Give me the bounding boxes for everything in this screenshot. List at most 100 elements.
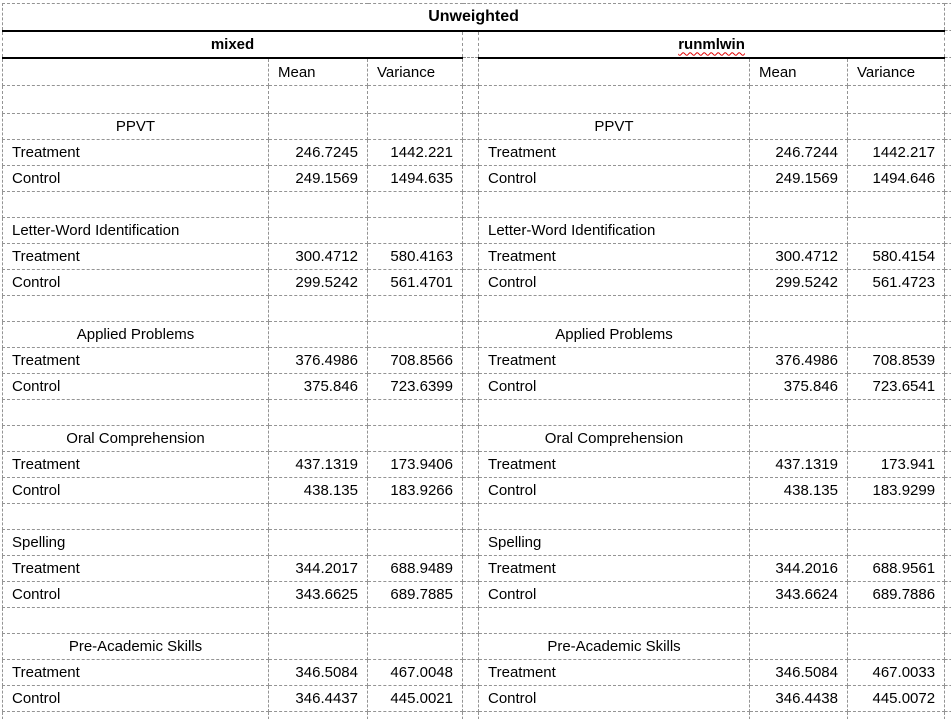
blank-cell[interactable] xyxy=(268,85,368,114)
row-label-cell[interactable]: Treatment xyxy=(2,555,269,582)
group-label-cell[interactable]: PPVT xyxy=(478,113,750,140)
blank-cell[interactable] xyxy=(749,607,848,634)
blank-cell[interactable] xyxy=(268,321,368,348)
mean-cell[interactable]: 346.4438 xyxy=(749,685,848,712)
blank-cell[interactable] xyxy=(478,85,750,114)
row-label-cell[interactable]: Treatment xyxy=(478,451,750,478)
row-label-cell[interactable]: Treatment xyxy=(478,347,750,374)
blank-cell[interactable] xyxy=(2,191,269,218)
blank-cell[interactable] xyxy=(846,633,946,660)
mean-cell[interactable]: 437.1319 xyxy=(749,451,848,478)
blank-cell[interactable] xyxy=(367,191,463,218)
variance-cell[interactable]: 183.9266 xyxy=(367,477,463,504)
row-label-cell[interactable]: Treatment xyxy=(2,243,269,270)
blank-cell[interactable] xyxy=(367,399,463,426)
group-label-cell[interactable]: Applied Problems xyxy=(2,321,269,348)
blank-cell[interactable] xyxy=(749,113,848,140)
group-label-cell[interactable]: Letter-Word Identification xyxy=(478,217,750,244)
blank-cell[interactable] xyxy=(367,85,463,114)
variance-cell[interactable]: 688.9489 xyxy=(367,555,463,582)
blank-cell[interactable] xyxy=(268,425,368,452)
spacer-cell[interactable] xyxy=(462,581,479,608)
blank-cell[interactable] xyxy=(846,711,946,719)
blank-cell[interactable] xyxy=(846,295,946,322)
blank-cell[interactable] xyxy=(367,503,463,530)
blank-cell[interactable] xyxy=(749,321,848,348)
panel-header-cell-runmlwin[interactable]: runmlwin xyxy=(477,30,946,59)
spacer-cell[interactable] xyxy=(462,57,479,86)
variance-cell[interactable]: 561.4701 xyxy=(367,269,463,296)
spacer-cell[interactable] xyxy=(462,451,479,478)
spacer-cell[interactable] xyxy=(462,321,479,348)
blank-cell[interactable] xyxy=(478,503,750,530)
blank-cell[interactable] xyxy=(268,633,368,660)
blank-cell[interactable] xyxy=(846,529,946,556)
blank-cell[interactable] xyxy=(749,85,848,114)
blank-cell[interactable] xyxy=(268,295,368,322)
blank-cell[interactable] xyxy=(367,113,463,140)
spacer-cell[interactable] xyxy=(462,269,479,296)
blank-cell[interactable] xyxy=(478,295,750,322)
group-label-cell[interactable]: Oral Comprehension xyxy=(478,425,750,452)
colhead-mean-left[interactable]: Mean xyxy=(268,57,368,86)
spacer-cell[interactable] xyxy=(462,373,479,400)
blank-cell[interactable] xyxy=(749,529,848,556)
blank-cell[interactable] xyxy=(367,711,463,719)
variance-cell[interactable]: 1494.646 xyxy=(846,165,946,192)
blank-cell[interactable] xyxy=(478,191,750,218)
blank-cell[interactable] xyxy=(2,503,269,530)
mean-cell[interactable]: 249.1569 xyxy=(268,165,368,192)
colhead-variance-right[interactable]: Variance xyxy=(846,57,946,86)
row-label-cell[interactable]: Treatment xyxy=(2,659,269,686)
blank-cell[interactable] xyxy=(367,321,463,348)
variance-cell[interactable]: 467.0033 xyxy=(846,659,946,686)
group-label-cell[interactable]: Pre-Academic Skills xyxy=(478,633,750,660)
blank-cell[interactable] xyxy=(478,399,750,426)
mean-cell[interactable]: 299.5242 xyxy=(749,269,848,296)
table-title-cell[interactable]: Unweighted xyxy=(2,3,946,32)
group-label-cell[interactable]: Oral Comprehension xyxy=(2,425,269,452)
blank-cell[interactable] xyxy=(268,529,368,556)
variance-cell[interactable]: 689.7885 xyxy=(367,581,463,608)
blank-cell[interactable] xyxy=(268,503,368,530)
mean-cell[interactable]: 437.1319 xyxy=(268,451,368,478)
variance-cell[interactable]: 467.0048 xyxy=(367,659,463,686)
spacer-cell[interactable] xyxy=(462,607,479,634)
row-label-cell[interactable]: Treatment xyxy=(2,451,269,478)
mean-cell[interactable]: 376.4986 xyxy=(268,347,368,374)
blank-cell[interactable] xyxy=(367,633,463,660)
spacer-cell[interactable] xyxy=(462,30,479,58)
blank-cell[interactable] xyxy=(749,295,848,322)
variance-cell[interactable]: 1442.221 xyxy=(367,139,463,166)
blank-cell[interactable] xyxy=(268,711,368,719)
row-label-cell[interactable]: Treatment xyxy=(478,659,750,686)
colhead-mean-right[interactable]: Mean xyxy=(749,57,848,86)
spacer-cell[interactable] xyxy=(462,555,479,582)
variance-cell[interactable]: 580.4163 xyxy=(367,243,463,270)
spacer-cell[interactable] xyxy=(462,529,479,556)
blank-cell[interactable] xyxy=(367,295,463,322)
spacer-cell[interactable] xyxy=(462,425,479,452)
spacer-cell[interactable] xyxy=(462,685,479,712)
blank-cell[interactable] xyxy=(846,113,946,140)
spacer-cell[interactable] xyxy=(462,399,479,426)
row-label-cell[interactable]: Treatment xyxy=(478,243,750,270)
mean-cell[interactable]: 344.2017 xyxy=(268,555,368,582)
colhead-variance-left[interactable]: Variance xyxy=(367,57,463,86)
variance-cell[interactable]: 561.4723 xyxy=(846,269,946,296)
mean-cell[interactable]: 346.4437 xyxy=(268,685,368,712)
blank-cell[interactable] xyxy=(846,503,946,530)
blank-cell[interactable] xyxy=(2,711,269,719)
blank-cell[interactable] xyxy=(268,217,368,244)
blank-cell[interactable] xyxy=(268,607,368,634)
mean-cell[interactable]: 376.4986 xyxy=(749,347,848,374)
group-label-cell[interactable]: Pre-Academic Skills xyxy=(2,633,269,660)
blank-cell[interactable] xyxy=(367,217,463,244)
row-label-cell[interactable]: Control xyxy=(2,373,269,400)
variance-cell[interactable]: 173.941 xyxy=(846,451,946,478)
blank-cell[interactable] xyxy=(478,57,750,86)
blank-cell[interactable] xyxy=(846,217,946,244)
blank-cell[interactable] xyxy=(846,607,946,634)
spacer-cell[interactable] xyxy=(462,503,479,530)
row-label-cell[interactable]: Control xyxy=(478,373,750,400)
